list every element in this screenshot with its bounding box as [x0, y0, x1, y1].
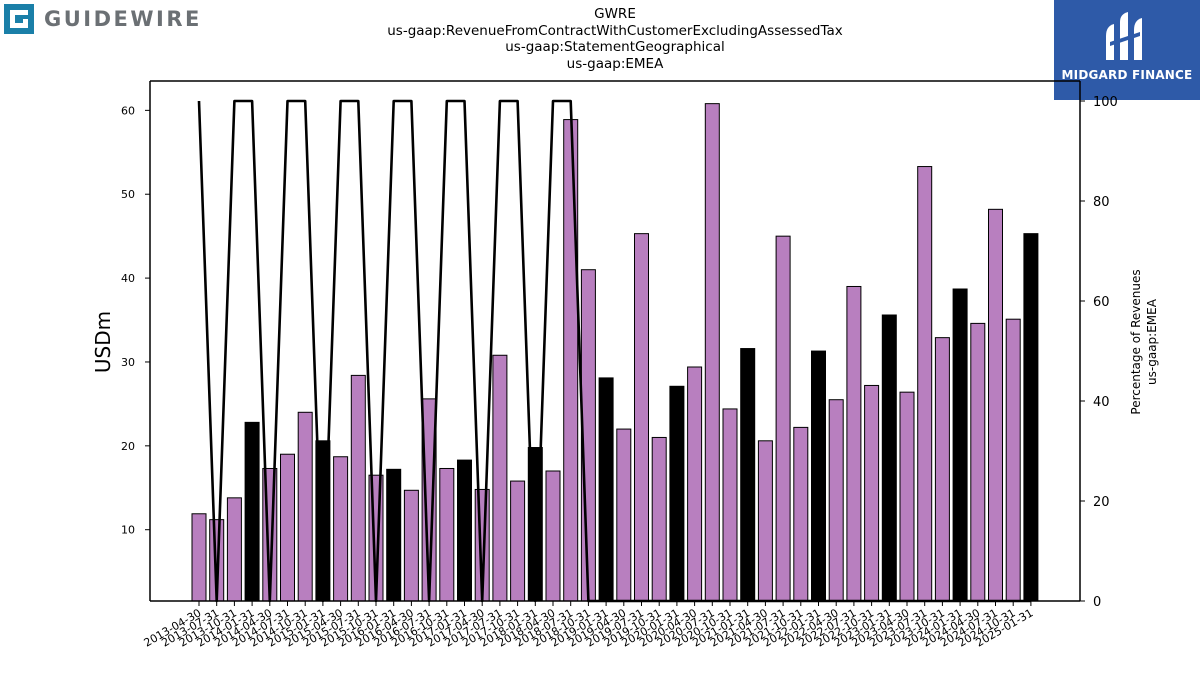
bar-2020-01-31: [669, 385, 685, 602]
y2-axis-label-line-2: us-gaap:EMEA: [1145, 298, 1159, 385]
bar-2014-07-31: [280, 453, 295, 602]
y-tick-label: 40: [121, 272, 135, 285]
chart-title-line-1: GWRE: [594, 6, 636, 22]
y-tick-label: 50: [121, 188, 135, 201]
bar-2023-01-31: [881, 314, 897, 602]
bar-2019-10-31: [651, 436, 667, 602]
bar-2023-04-30: [899, 391, 915, 602]
bar-2020-10-31: [722, 408, 738, 602]
guidewire-logo: GUIDEWIRE: [4, 4, 202, 34]
bar-2017-07-31: [492, 354, 508, 602]
midgard-logo-icon: [1106, 12, 1142, 60]
bar-2021-01-31: [740, 348, 756, 602]
midgard-logo-text: MIDGARD FINANCE: [1061, 68, 1193, 82]
bar-2024-04-30: [970, 322, 986, 602]
chart-title-line-2: us-gaap:RevenueFromContractWithCustomerE…: [387, 22, 843, 39]
y-axis-label: USDm: [91, 311, 115, 373]
bar-2024-10-31: [1005, 318, 1021, 602]
y2-tick-label: 80: [1093, 195, 1110, 210]
y2-tick-label: 20: [1093, 495, 1110, 510]
bar-2020-07-31: [704, 103, 720, 602]
bar-2024-01-31: [952, 288, 968, 602]
bar-2017-01-31: [457, 459, 472, 602]
bar-series: [191, 103, 1039, 602]
bar-2018-04-30: [545, 470, 561, 602]
bar-2023-07-31: [917, 166, 933, 602]
y2-tick-label: 100: [1093, 95, 1118, 110]
y-tick-label: 60: [121, 104, 135, 117]
bar-2024-07-31: [988, 208, 1003, 602]
bar-2013-10-31: [226, 497, 242, 602]
y2-tick-label: 0: [1093, 595, 1101, 610]
bar-2019-07-31: [634, 233, 649, 602]
y-tick-label: 20: [121, 440, 135, 453]
bar-2021-10-31: [793, 426, 809, 602]
bar-2014-01-31: [244, 421, 260, 602]
bar-2015-04-30: [333, 456, 349, 602]
chart-title-block: GWRE us-gaap:RevenueFromContractWithCust…: [300, 6, 930, 72]
chart-axes: 1020304050600204060801002013-04-302013-0…: [121, 80, 1118, 650]
bar-2015-07-31: [350, 374, 366, 602]
y-tick-label: 10: [121, 524, 135, 537]
bar-2022-04-30: [828, 399, 844, 602]
bar-2019-04-30: [616, 428, 632, 602]
guidewire-logo-text: GUIDEWIRE: [44, 7, 202, 31]
bar-2019-01-31: [598, 377, 614, 602]
bar-2016-10-31: [439, 467, 455, 602]
bar-2022-10-31: [864, 384, 880, 602]
y2-tick-label: 60: [1093, 295, 1110, 310]
bar-2013-04-30: [191, 513, 207, 602]
chart-title-line-3: us-gaap:StatementGeographical: [505, 39, 725, 55]
bar-2022-01-31: [811, 350, 826, 602]
bar-2018-07-31: [563, 119, 579, 602]
bar-2014-10-31: [297, 411, 313, 602]
bar-2021-04-30: [757, 440, 773, 602]
bar-2016-04-30: [403, 489, 419, 602]
chart-title-line-4: us-gaap:EMEA: [566, 55, 664, 72]
bar-2017-10-31: [510, 480, 526, 602]
y2-tick-label: 40: [1093, 395, 1110, 410]
bar-2025-01-31: [1023, 233, 1039, 602]
bar-2023-10-31: [934, 337, 950, 602]
guidewire-logo-icon: [4, 4, 34, 34]
y2-axis-label-line-1: Percentage of Revenues: [1129, 269, 1143, 414]
midgard-finance-logo: MIDGARD FINANCE: [1054, 0, 1200, 100]
y-tick-label: 30: [121, 356, 135, 369]
bar-2022-07-31: [846, 285, 862, 602]
bar-2016-01-31: [386, 468, 402, 602]
bar-2020-04-30: [687, 366, 703, 602]
bar-2021-07-31: [775, 235, 791, 602]
